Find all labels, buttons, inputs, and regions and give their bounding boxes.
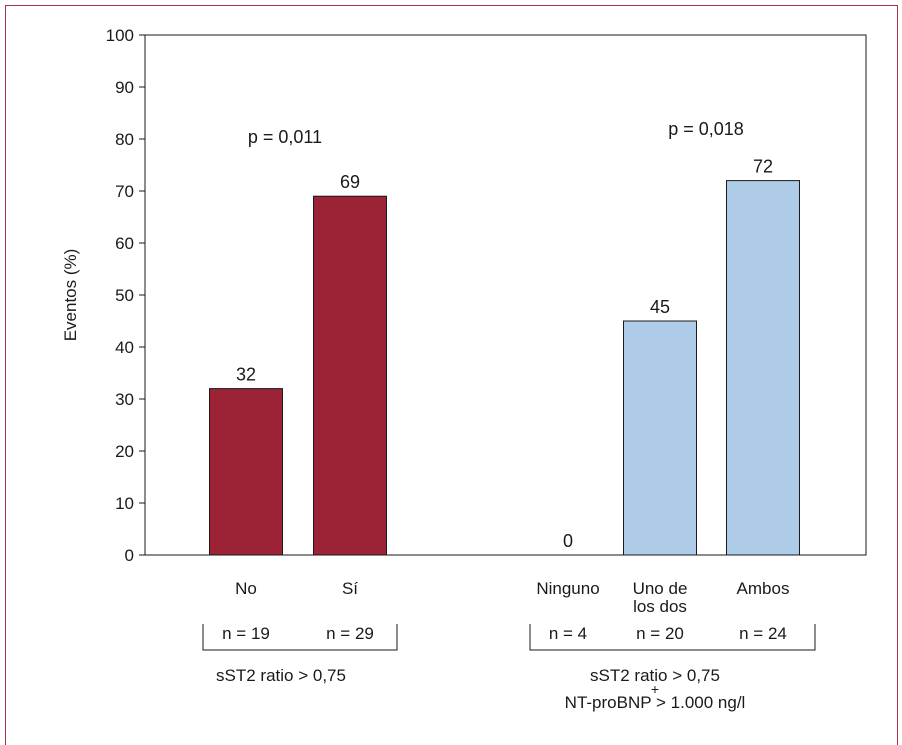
category-label: los dos [633, 597, 687, 616]
y-tick-label: 10 [115, 494, 134, 513]
bar-value-label: 0 [563, 531, 573, 551]
y-tick-label: 30 [115, 390, 134, 409]
sample-size-label: n = 24 [739, 624, 787, 643]
category-label: Ninguno [536, 579, 599, 598]
y-tick-label: 100 [106, 26, 134, 45]
bar-0-0 [209, 388, 283, 556]
bar-value-label: 72 [753, 157, 773, 177]
category-label: Ambos [737, 579, 790, 598]
y-tick-label: 90 [115, 78, 134, 97]
category-label: No [235, 579, 257, 598]
bar-0-1 [313, 195, 387, 556]
y-tick-label: 60 [115, 234, 134, 253]
y-tick-label: 0 [125, 546, 134, 565]
group-bracket [529, 624, 816, 651]
sample-size-label: n = 19 [222, 624, 270, 643]
group-caption: sST2 ratio > 0,75 [216, 666, 346, 685]
bar-value-label: 69 [340, 172, 360, 192]
bar-value-label: 45 [650, 297, 670, 317]
sample-size-label: n = 4 [549, 624, 587, 643]
category-label: Uno de [633, 579, 688, 598]
p-value-label: p = 0,011 [248, 127, 322, 147]
bar-1-1 [623, 320, 697, 556]
y-tick-label: 80 [115, 130, 134, 149]
p-value-label: p = 0,018 [668, 119, 744, 139]
group-caption: NT-proBNP > 1.000 ng/l [565, 693, 746, 712]
category-label: Sí [342, 579, 358, 598]
y-tick-label: 70 [115, 182, 134, 201]
group-caption: + [651, 681, 659, 697]
sample-size-label: n = 29 [326, 624, 374, 643]
figure-frame [5, 5, 898, 745]
group-bracket [202, 624, 398, 651]
y-tick-label: 40 [115, 338, 134, 357]
y-tick-label: 20 [115, 442, 134, 461]
group-caption: sST2 ratio > 0,75 [590, 666, 720, 685]
bar-1-2 [726, 180, 800, 556]
sample-size-label: n = 20 [636, 624, 684, 643]
bar-value-label: 32 [236, 365, 256, 385]
y-axis-label: Eventos (%) [61, 249, 80, 342]
y-tick-label: 50 [115, 286, 134, 305]
